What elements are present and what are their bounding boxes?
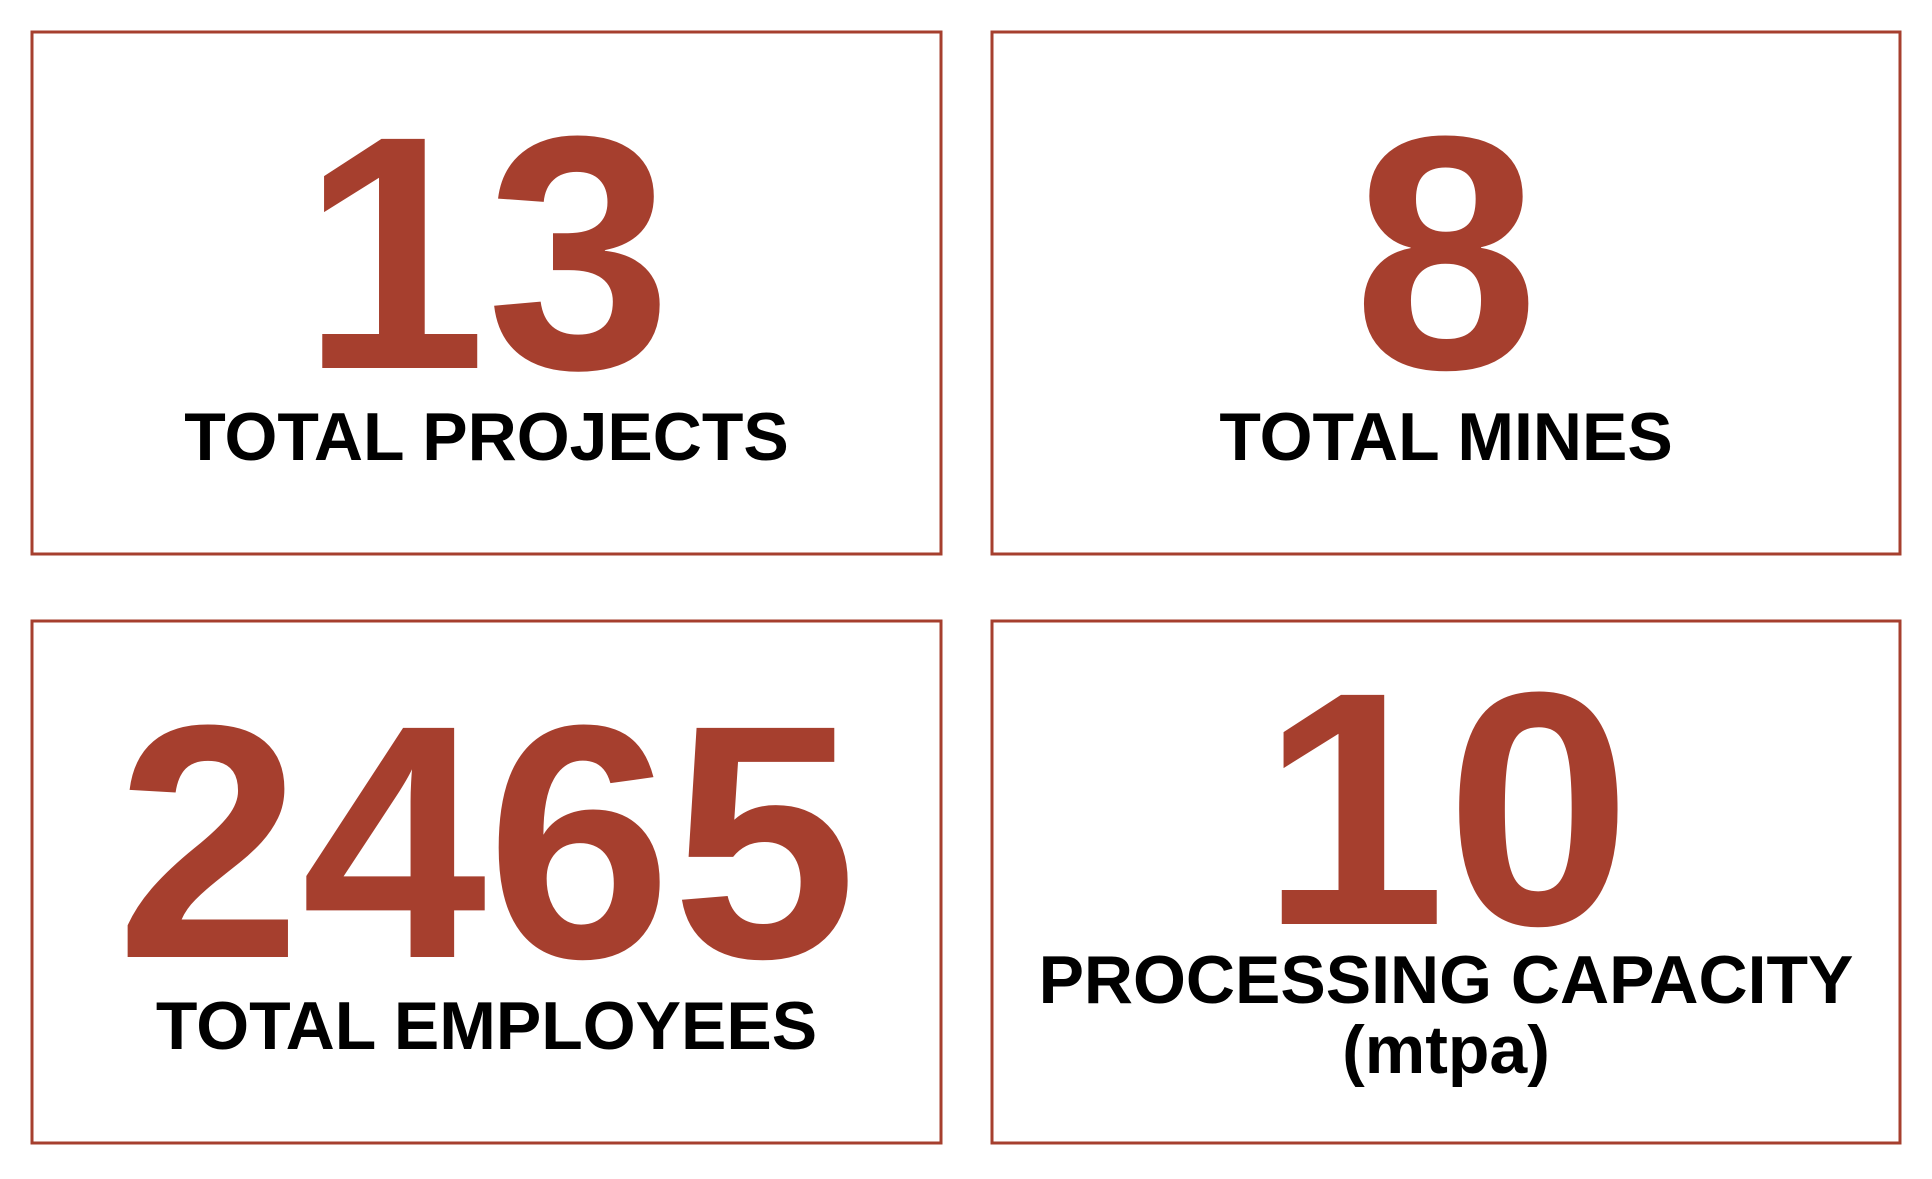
stat-label: TOTAL EMPLOYEES (156, 988, 817, 1064)
stat-label: PROCESSING CAPACITY (1039, 942, 1854, 1018)
stat-card (990, 30, 1902, 556)
stat-label: TOTAL MINES (1219, 399, 1672, 475)
stat-label: TOTAL PROJECTS (184, 399, 789, 475)
stat-value: 13 (301, 67, 671, 439)
stat-value: 8 (1353, 67, 1538, 439)
stat-unit: (mtpa) (1342, 1012, 1550, 1088)
stat-value: 10 (1261, 623, 1631, 995)
stat-card (990, 619, 1902, 1145)
stat-card (30, 30, 943, 556)
stat-card (30, 619, 943, 1145)
stat-value: 2465 (116, 656, 857, 1028)
